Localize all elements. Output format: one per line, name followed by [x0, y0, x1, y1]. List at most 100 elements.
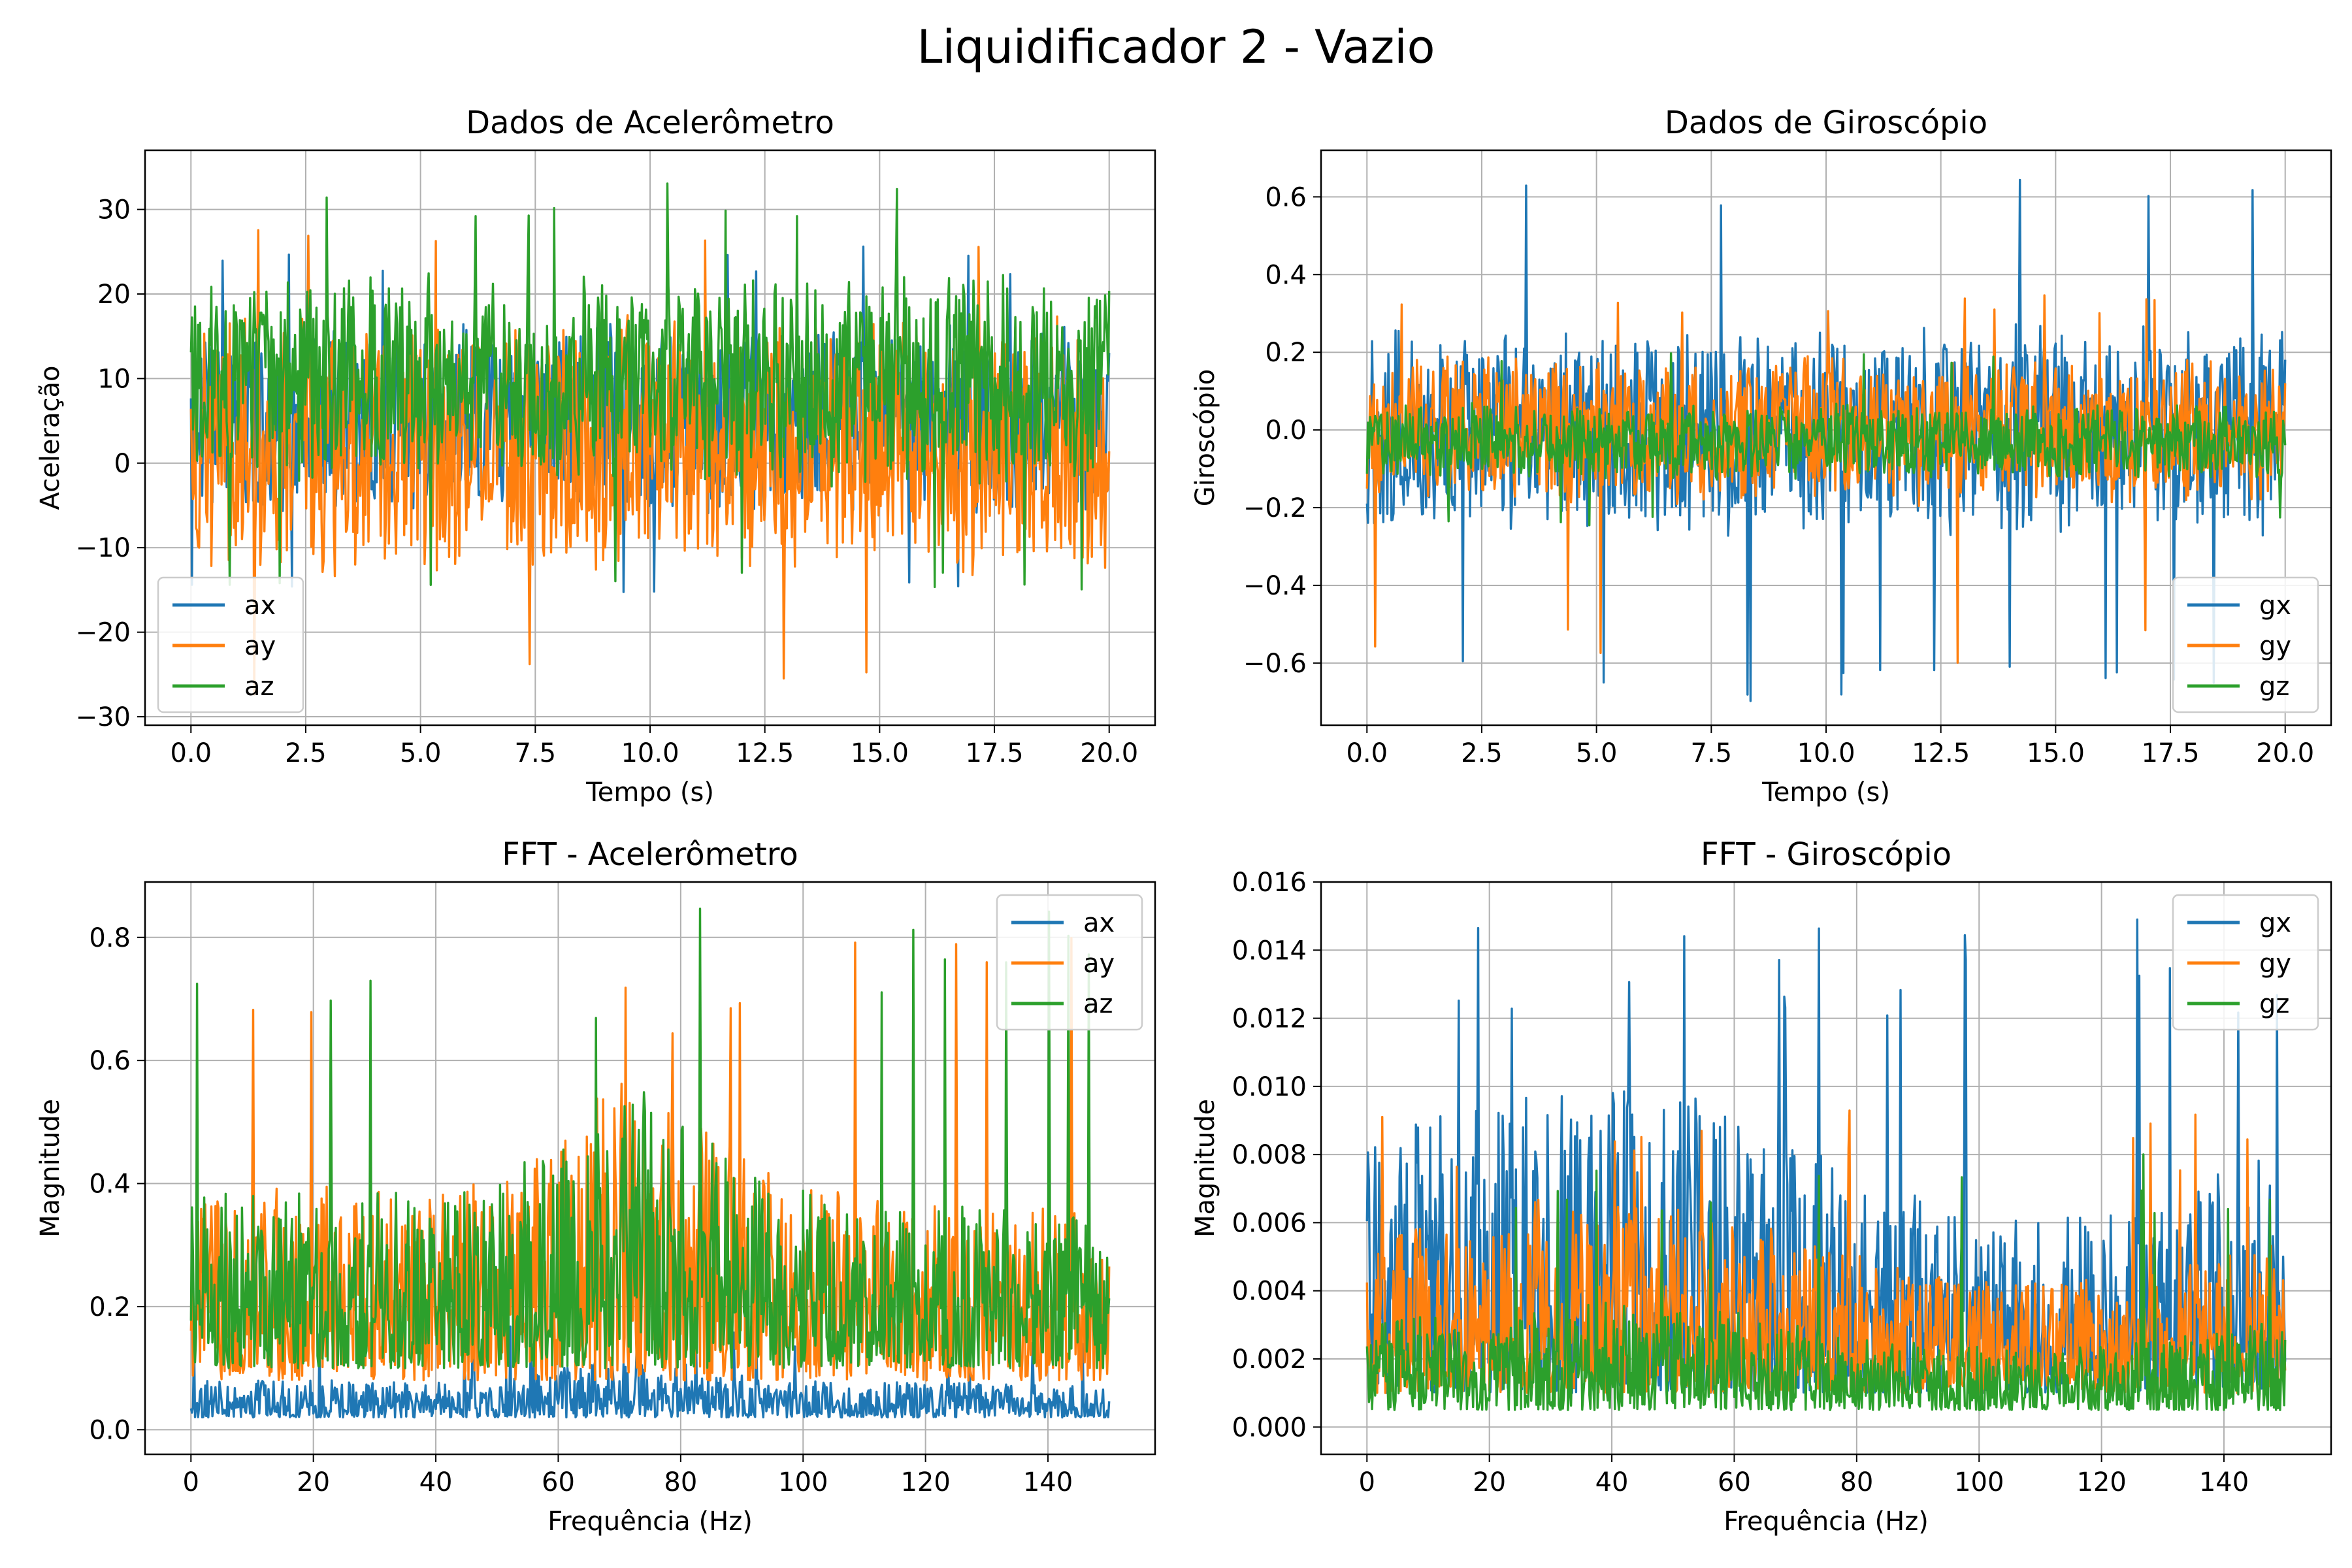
y-tick-label: 0.6	[1265, 182, 1307, 212]
x-tick-label: 17.5	[966, 738, 1024, 768]
legend-label-ay: ay	[1083, 949, 1115, 979]
x-tick-label: 60	[542, 1467, 575, 1497]
y-axis-label: Aceleração	[35, 366, 65, 510]
x-tick-label: 15.0	[2027, 738, 2085, 768]
x-axis-label: Frequência (Hz)	[1723, 1507, 1929, 1537]
x-tick-label: 20.0	[1080, 738, 1138, 768]
legend-label-gy: gy	[2259, 949, 2291, 979]
y-tick-label: −20	[76, 618, 131, 648]
x-tick-label: 0	[1359, 1467, 1375, 1497]
y-tick-label: 0.0	[89, 1415, 131, 1445]
series-group	[189, 182, 1111, 696]
y-tick-label: 0.2	[1265, 338, 1307, 368]
x-tick-label: 40	[419, 1467, 453, 1497]
y-tick-label: 0	[114, 449, 131, 479]
x-tick-label: 20	[1473, 1467, 1506, 1497]
x-tick-label: 7.5	[1691, 738, 1733, 768]
x-tick-label: 120	[2076, 1467, 2126, 1497]
legend-box	[157, 576, 304, 713]
legend-label-ay: ay	[244, 631, 276, 661]
y-axis-label: Giroscópio	[1190, 369, 1220, 506]
legend-label-gx: gx	[2259, 908, 2291, 938]
x-tick-label: 5.0	[400, 738, 442, 768]
x-axis-label: Tempo (s)	[585, 777, 714, 808]
legend-box	[2172, 894, 2319, 1031]
y-tick-label: 0.002	[1232, 1345, 1307, 1375]
series-line-gz	[1365, 352, 2287, 527]
y-tick-label: −0.2	[1243, 493, 1307, 523]
legend-box	[996, 894, 1143, 1031]
y-tick-label: 0.4	[1265, 260, 1307, 290]
y-tick-label: 0.6	[89, 1046, 131, 1076]
x-tick-label: 20	[297, 1467, 330, 1497]
x-tick-label: 140	[1023, 1467, 1073, 1497]
series-line-gy	[1365, 294, 2287, 664]
x-axis-label: Frequência (Hz)	[547, 1507, 753, 1537]
axes-frame	[144, 881, 1156, 1456]
y-tick-label: 0.006	[1232, 1208, 1307, 1238]
subplots: 0.0 2.5 5.0 7.5 10.0 12.5 15.0 17.5 20.0 −30 −20 −1…	[35, 105, 2332, 1537]
x-tick-label: 0	[183, 1467, 199, 1497]
chart-title: FFT - Acelerômetro	[502, 836, 798, 873]
x-tick-label: 140	[2199, 1467, 2249, 1497]
legend-label-gz: gz	[2259, 989, 2289, 1019]
y-tick-label: 0.010	[1232, 1072, 1307, 1102]
y-tick-label: 0.0	[1265, 416, 1307, 446]
chart-title: Dados de Giroscópio	[1665, 105, 1987, 141]
y-tick-label: 0.4	[89, 1169, 131, 1200]
y-axis-label: Magnitude	[1190, 1099, 1220, 1237]
y-tick-label: 0.2	[89, 1292, 131, 1322]
chart-title: Dados de Acelerômetro	[466, 105, 834, 141]
y-tick-label: 10	[97, 364, 131, 394]
x-tick-label: 100	[778, 1467, 828, 1497]
subplot-acc-fft: 0 20 40 60 80 100 120 140 0.0 0.2 0.4 0.6 0.8 FFT - A…	[35, 836, 1156, 1537]
series-group	[1365, 918, 2287, 1411]
legend-label-az: az	[244, 672, 274, 702]
series-line-ax	[189, 1325, 1111, 1419]
y-tick-label: 0.000	[1232, 1413, 1307, 1443]
legend-label-ax: ax	[1083, 908, 1115, 938]
x-tick-label: 2.5	[285, 738, 327, 768]
x-tick-label: 0.0	[1346, 738, 1388, 768]
x-tick-label: 0.0	[170, 738, 212, 768]
legend-label-gx: gx	[2259, 591, 2291, 621]
y-tick-label: −30	[76, 702, 131, 732]
x-axis-label: Tempo (s)	[1761, 777, 1890, 808]
x-tick-label: 17.5	[2142, 738, 2200, 768]
y-tick-label: 30	[97, 195, 131, 225]
subplot-acc-time: 0.0 2.5 5.0 7.5 10.0 12.5 15.0 17.5 20.0 −30 −20 −1…	[35, 105, 1156, 808]
legend: gx gy gz	[2172, 894, 2319, 1031]
x-tick-label: 5.0	[1576, 738, 1618, 768]
x-tick-label: 12.5	[1912, 738, 1970, 768]
x-tick-label: 80	[1840, 1467, 1873, 1497]
subplot-gyro-time: 0.0 2.5 5.0 7.5 10.0 12.5 15.0 17.5 20.0 −0.6 −0.4…	[1190, 105, 2332, 808]
y-tick-label: −0.6	[1243, 649, 1307, 679]
y-tick-label: 0.016	[1232, 868, 1307, 898]
y-tick-label: 0.012	[1232, 1004, 1307, 1034]
x-tick-label: 20.0	[2256, 738, 2314, 768]
x-tick-label: 100	[1954, 1467, 2004, 1497]
x-tick-label: 2.5	[1461, 738, 1503, 768]
axes-frame	[1320, 881, 2332, 1456]
legend-label-gz: gz	[2259, 672, 2289, 702]
legend: gx gy gz	[2172, 576, 2319, 713]
legend-label-gy: gy	[2259, 631, 2291, 661]
series-line-az	[189, 907, 1111, 1369]
series-group	[189, 907, 1111, 1419]
y-tick-label: −0.4	[1243, 571, 1307, 601]
y-tick-label: 0.004	[1232, 1277, 1307, 1307]
chart-title: FFT - Giroscópio	[1701, 836, 1952, 873]
y-axis-label: Magnitude	[35, 1099, 65, 1237]
series-line-gz	[1365, 1153, 2287, 1411]
y-tick-label: 0.8	[89, 923, 131, 953]
y-tick-label: 20	[97, 280, 131, 310]
x-tick-label: 120	[900, 1467, 950, 1497]
legend-label-ax: ax	[244, 591, 276, 621]
series-group	[1365, 178, 2287, 702]
legend: ax ay az	[996, 894, 1143, 1031]
series-line-az	[189, 182, 1111, 591]
x-tick-label: 10.0	[621, 738, 679, 768]
x-tick-label: 80	[664, 1467, 697, 1497]
x-tick-label: 60	[1718, 1467, 1751, 1497]
